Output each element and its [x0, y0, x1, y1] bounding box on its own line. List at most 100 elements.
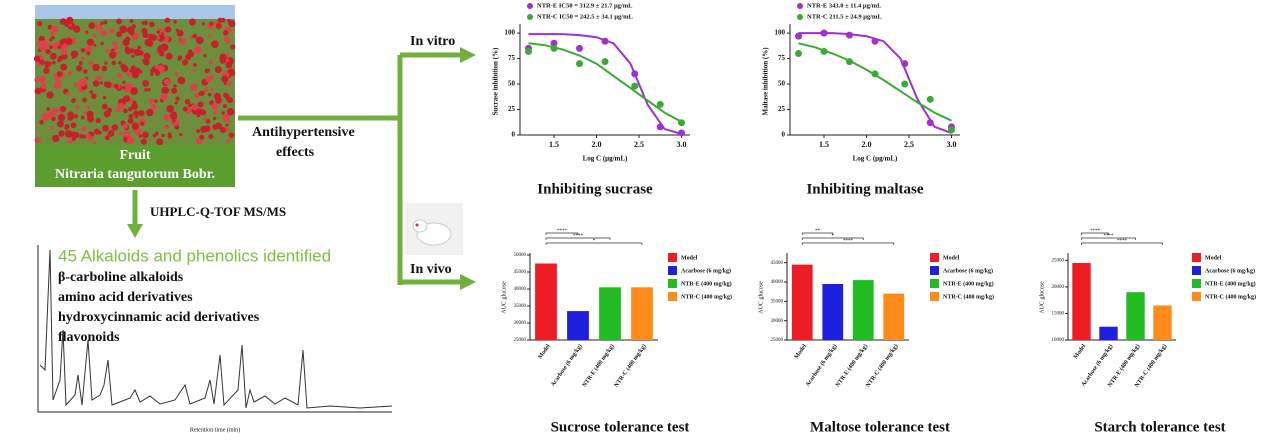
compound-class: flavonoids	[58, 330, 120, 345]
berry	[152, 133, 157, 138]
bar	[852, 280, 874, 340]
berry	[106, 107, 112, 113]
berry	[57, 113, 66, 122]
compound-classes: β-carboline alkaloids amino acid derivati…	[58, 270, 260, 345]
berry	[46, 91, 54, 99]
data-point	[576, 60, 583, 68]
berry	[34, 137, 41, 144]
berry	[131, 102, 139, 110]
berry	[133, 111, 139, 117]
y-tick-label: 25	[778, 105, 786, 113]
y-tick-label: 45000	[514, 270, 527, 275]
y-tick-label: 15000	[1052, 312, 1065, 317]
berry	[70, 50, 79, 59]
berry	[86, 38, 95, 46]
berry	[105, 135, 110, 141]
berry	[100, 41, 104, 46]
berry	[53, 81, 62, 90]
berry	[156, 35, 160, 40]
berry	[123, 131, 131, 138]
x-tick-label: Model	[794, 343, 808, 360]
berry	[182, 59, 189, 66]
berry	[52, 134, 60, 143]
y-tick-label: 35000	[771, 300, 784, 305]
berry	[34, 77, 40, 83]
berry	[143, 58, 150, 66]
berry	[147, 88, 151, 92]
berry	[225, 58, 230, 63]
berry	[161, 86, 170, 95]
y-tick-label: 100	[505, 29, 516, 37]
compound-class: amino acid derivatives	[58, 290, 193, 305]
berry	[192, 68, 197, 73]
berry	[75, 65, 83, 72]
arrows	[127, 47, 476, 290]
legend-label: Model	[943, 255, 960, 261]
berry	[154, 99, 158, 103]
berry	[182, 106, 188, 112]
berry	[49, 45, 53, 50]
significance-bracket	[545, 237, 611, 240]
significance-label: **	[815, 229, 821, 234]
berry	[111, 60, 117, 66]
data-point	[871, 70, 879, 78]
x-tick-label: 3.0	[677, 140, 687, 149]
chromatogram: Retention time (min)	[37, 245, 393, 433]
berry	[171, 87, 178, 94]
legend-swatch	[668, 292, 677, 301]
berry	[226, 138, 231, 144]
y-tick-label: 0	[782, 131, 786, 139]
berry	[144, 87, 148, 92]
legend-label: NTR-C (400 mg/kg)	[943, 293, 994, 300]
berry	[60, 63, 68, 71]
data-point	[678, 119, 685, 127]
y-tick-label: 75	[778, 54, 786, 62]
berry	[130, 65, 136, 71]
x-tick-label: 3.0	[947, 140, 957, 149]
berry	[101, 65, 108, 72]
berry	[118, 60, 122, 65]
berry	[205, 76, 212, 83]
berry	[230, 44, 236, 50]
legend-swatch	[930, 266, 939, 275]
legend-label: NTR-C IC50 = 242.5 ± 34.1 μg/mL	[537, 13, 633, 20]
berry	[38, 75, 46, 83]
data-point	[901, 60, 909, 68]
bar	[822, 283, 844, 340]
bar	[535, 263, 557, 340]
berry	[48, 111, 55, 118]
berry	[92, 63, 100, 72]
berry	[169, 112, 178, 120]
berry	[50, 126, 54, 131]
berry	[176, 29, 184, 37]
method-label: UHPLC-Q-TOF MS/MS	[150, 204, 286, 219]
berry	[207, 92, 212, 97]
berry	[140, 121, 145, 126]
arrow-head	[127, 224, 143, 238]
berry	[33, 55, 41, 62]
x-tick-label: Model	[1073, 343, 1087, 360]
berry	[129, 19, 134, 24]
arrow-head	[460, 274, 476, 290]
y-tick-label: 25000	[1052, 258, 1065, 263]
data-point	[795, 32, 802, 40]
berry	[67, 138, 74, 144]
y-tick-label: 50	[778, 80, 786, 88]
berry	[126, 26, 135, 34]
legend-swatch	[668, 266, 677, 275]
x-tick-label: 1.5	[819, 140, 829, 149]
significance-label: *	[593, 239, 596, 244]
berry	[80, 56, 85, 61]
berry	[208, 60, 214, 65]
x-tick-label: NTR-C (400 mg/kg)	[865, 343, 900, 389]
berry	[150, 104, 157, 111]
compound-class: β-carboline alkaloids	[58, 270, 184, 285]
data-point	[820, 47, 828, 55]
berry	[207, 34, 212, 38]
significance-label: ****	[843, 239, 854, 244]
y-tick-label: 25000	[771, 338, 784, 343]
significance-bracket	[801, 237, 864, 240]
data-point	[901, 80, 909, 88]
legend-swatch	[668, 253, 677, 262]
berry	[78, 78, 87, 87]
